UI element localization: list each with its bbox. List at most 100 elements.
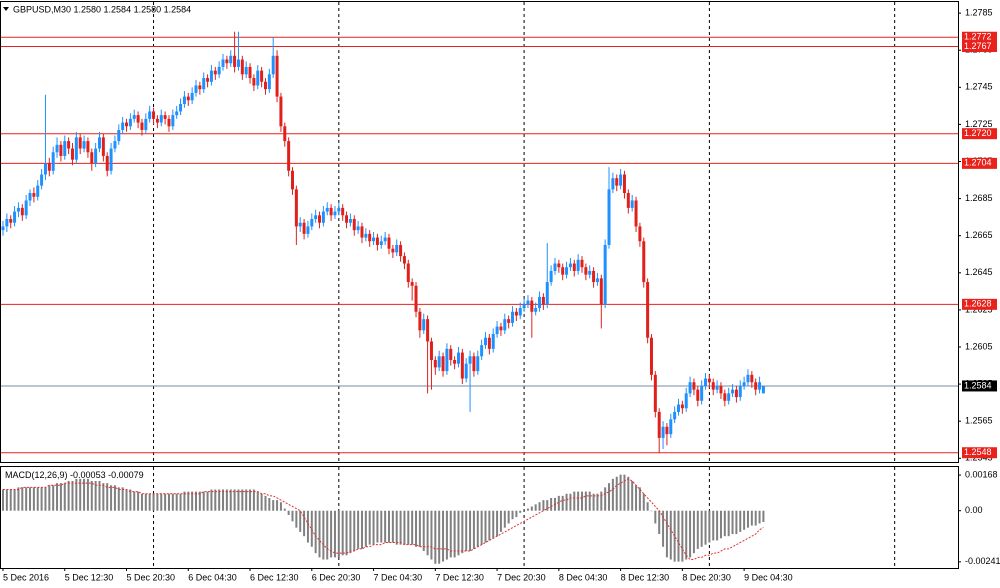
candle-body [175, 111, 179, 116]
current-price-label: 1.2584 [964, 380, 992, 390]
macd-bar [611, 478, 614, 511]
macd-bar [241, 489, 244, 511]
candle-body [298, 222, 302, 227]
macd-bar [32, 487, 35, 511]
candle-body [144, 118, 148, 130]
candle-body [688, 382, 692, 394]
candle-body [182, 96, 186, 105]
candle-body [125, 122, 129, 127]
candle-body [98, 137, 101, 149]
macd-bar [472, 510, 475, 549]
candle-body [680, 404, 684, 409]
candle-body [561, 267, 565, 275]
macd-bar [542, 500, 545, 511]
candle-body [333, 211, 337, 216]
candle-body [271, 55, 275, 75]
candle-body [437, 356, 441, 368]
macd-bar [71, 481, 74, 511]
candle-body [236, 59, 240, 67]
macd-header: MACD(12,26,9) -0.00053 -0.00079 [5, 470, 144, 480]
macd-bar [368, 510, 371, 545]
macd-bar [160, 493, 163, 511]
macd-bar [557, 495, 560, 511]
macd-bar [716, 510, 719, 541]
candle-body [700, 385, 704, 401]
level-label: 1.2767 [964, 41, 992, 51]
menu-arrow[interactable] [3, 7, 9, 11]
candle-body [372, 237, 376, 242]
candle-body [727, 393, 731, 401]
macd-bar [445, 510, 448, 560]
y-tick-label: 1.2665 [965, 230, 993, 240]
candle-body [32, 193, 36, 197]
candle-body [206, 78, 210, 82]
macd-title: MACD(12,26,9) [5, 470, 68, 480]
macd-y-tick-label: 0.00 [965, 505, 983, 515]
candle-body [541, 296, 545, 305]
macd-bar [175, 493, 178, 511]
macd-y-tick-label: -0.00241 [965, 556, 1000, 566]
macd-bar [758, 510, 761, 524]
candle-body [460, 352, 464, 379]
macd-bar [735, 510, 738, 535]
candle-body [414, 285, 418, 312]
candle-body [318, 215, 322, 223]
candle-body [410, 282, 414, 286]
macd-bar [75, 478, 78, 511]
macd-bar [364, 510, 367, 547]
candle-body [55, 144, 59, 153]
candle-body [186, 96, 190, 101]
macd-bar [67, 481, 70, 511]
macd-bar [596, 493, 599, 511]
macd-bar [113, 485, 116, 511]
candle-body [503, 319, 507, 331]
macd-bar [669, 510, 672, 560]
candle-body [360, 226, 364, 238]
price-panel-frame [0, 1, 959, 463]
candle-body [248, 66, 252, 79]
candle-body [449, 348, 453, 360]
candle-body [422, 319, 426, 331]
candle-body [51, 152, 55, 171]
candle-body [723, 393, 727, 401]
candle-body [345, 215, 349, 223]
macd-bar [449, 510, 452, 558]
macd-bar [507, 510, 510, 524]
candle-body [86, 141, 90, 153]
macd-bar [530, 506, 533, 511]
candle-body [391, 248, 395, 253]
candle-body [233, 55, 237, 67]
y-tick-label: 1.2685 [965, 193, 993, 203]
candle-body [456, 352, 460, 364]
candle-body [302, 222, 306, 234]
candle-body [36, 185, 40, 197]
macd-bar [264, 495, 267, 511]
macd-bar [357, 510, 360, 549]
candle-body [263, 81, 267, 90]
candle-body [240, 59, 244, 75]
candle-body [406, 263, 410, 283]
candle-body [128, 118, 132, 127]
macd-bar [330, 510, 333, 558]
macd-bar [739, 510, 742, 532]
macd-bar [191, 491, 194, 511]
macd-bar [689, 510, 692, 558]
candle-body [545, 282, 549, 305]
macd-bar [164, 493, 167, 511]
macd-bar [125, 489, 128, 511]
macd-y-tick-label: 0.00168 [965, 469, 998, 479]
macd-bar [569, 493, 572, 511]
macd-bar [252, 489, 255, 511]
macd-bar [183, 491, 186, 511]
macd-bar [488, 510, 491, 541]
macd-bar [121, 487, 124, 511]
candle-body [615, 178, 619, 186]
macd-bar [268, 497, 271, 511]
macd-bar [245, 489, 248, 511]
macd-bar [704, 510, 707, 545]
candle-body [136, 115, 140, 123]
macd-bar [106, 483, 109, 511]
candle-body [348, 219, 352, 223]
macd-bar [426, 510, 429, 556]
candle-body [198, 85, 202, 90]
